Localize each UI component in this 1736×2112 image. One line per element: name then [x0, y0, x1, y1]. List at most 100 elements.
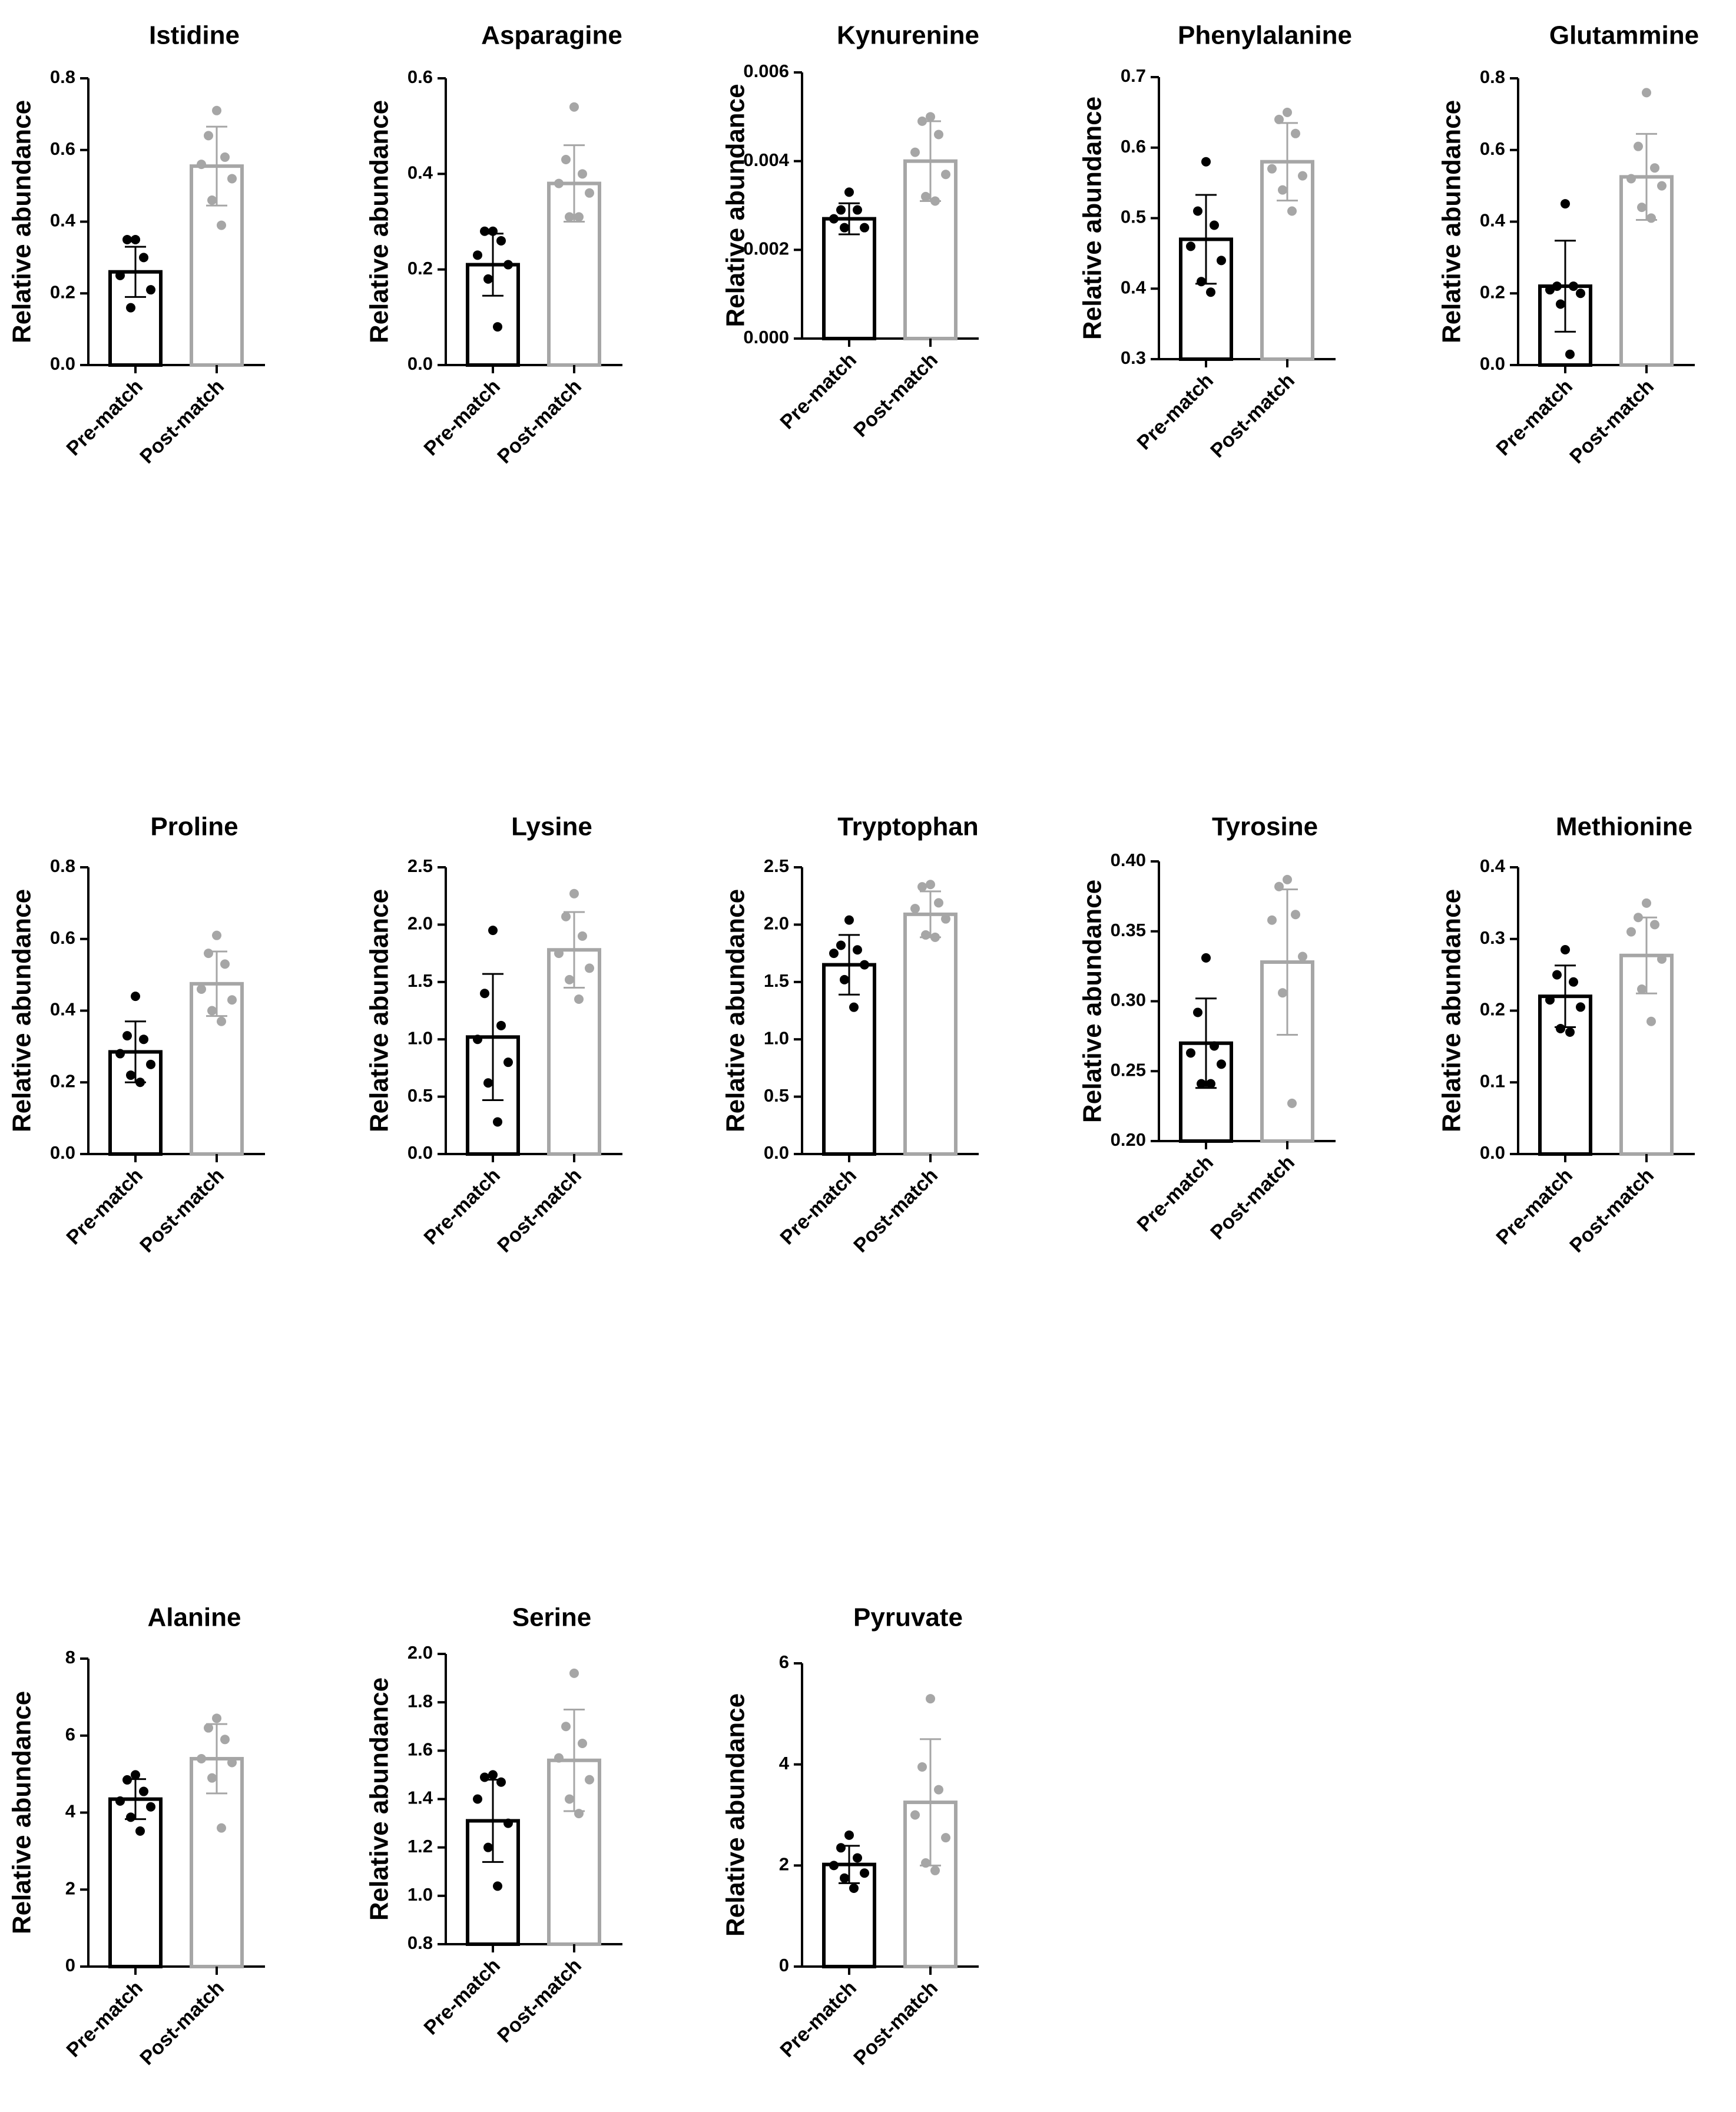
y-tick-label: 0.30 — [1111, 990, 1146, 1010]
x-category-label: Pre-match — [776, 349, 861, 433]
data-point — [917, 882, 927, 892]
data-point — [488, 226, 498, 236]
y-tick-label: 0.6 — [50, 138, 75, 159]
data-point — [496, 1020, 506, 1030]
data-point — [1287, 1098, 1297, 1108]
data-point — [493, 1881, 502, 1891]
data-point — [1565, 1027, 1575, 1037]
data-point — [1646, 1016, 1656, 1026]
chart-panel: Serine Relative abundance 0.8 1.0 1.2 1.4 1.6 1… — [365, 1603, 622, 2047]
data-point — [926, 1694, 935, 1704]
data-point — [910, 1810, 920, 1820]
data-point — [921, 930, 930, 940]
x-category-label: Pre-match — [420, 1954, 505, 2039]
y-tick-label: 0.006 — [743, 61, 789, 81]
data-point — [1642, 88, 1651, 98]
chart-title: Serine — [512, 1603, 592, 1632]
data-point — [146, 1802, 155, 1812]
data-point — [829, 214, 839, 224]
data-point — [910, 904, 920, 914]
data-point — [565, 974, 574, 984]
data-point — [1576, 289, 1585, 299]
bar-pre-match — [822, 217, 876, 340]
x-category-label: Pre-match — [62, 1977, 147, 2061]
x-category-label: Post-match — [1565, 375, 1658, 468]
data-point — [1186, 1048, 1195, 1058]
data-point — [207, 1006, 217, 1016]
data-point — [574, 1809, 584, 1819]
data-point — [1278, 988, 1287, 998]
data-point — [1561, 199, 1570, 209]
y-tick-label: 1.5 — [764, 970, 789, 991]
y-axis-label: Relative abundance — [365, 1677, 394, 1921]
data-point — [493, 322, 502, 332]
y-tick-label: 6 — [779, 1652, 789, 1672]
data-point — [844, 187, 854, 197]
data-point — [930, 932, 940, 942]
data-point — [1561, 945, 1570, 955]
y-tick-label: 0.7 — [1121, 65, 1146, 86]
x-category-label: Pre-match — [420, 375, 505, 460]
chart-title: Phenylalanine — [1178, 21, 1352, 50]
data-point — [849, 1883, 859, 1893]
data-point — [139, 1035, 148, 1045]
x-category-label: Pre-match — [1492, 375, 1577, 460]
y-tick-label: 0.2 — [50, 1070, 75, 1091]
data-point — [860, 1868, 869, 1878]
data-point — [1637, 203, 1646, 213]
y-axis-label: Relative abundance — [8, 889, 37, 1132]
chart-title: Proline — [150, 813, 238, 841]
chart-panel: Istidine Relative abundance 0.0 0.2 0.4 0.6 0.… — [8, 21, 265, 468]
x-category-label: Post-match — [493, 1954, 586, 2047]
x-category-label: Pre-match — [62, 1164, 147, 1249]
chart-title: Glutammine — [1549, 21, 1699, 50]
data-point — [1634, 141, 1643, 151]
chart-title: Tyrosine — [1212, 813, 1318, 841]
data-point — [934, 898, 943, 908]
y-tick-label: 0.002 — [743, 238, 789, 259]
data-point — [227, 995, 237, 1005]
y-tick-label: 1.4 — [408, 1788, 433, 1808]
y-tick-label: 0.4 — [408, 163, 433, 183]
data-point — [1210, 220, 1219, 230]
data-point — [1552, 281, 1562, 291]
data-point — [1274, 114, 1284, 124]
data-point — [829, 949, 839, 959]
x-category-label: Post-match — [135, 375, 228, 468]
y-axis-label: Relative abundance — [8, 100, 37, 343]
y-tick-label: 0.004 — [743, 150, 789, 170]
data-point — [197, 160, 206, 170]
y-axis-label: Relative abundance — [721, 889, 750, 1132]
data-point — [126, 1812, 135, 1822]
y-axis-label: Relative abundance — [721, 84, 750, 327]
data-point — [1565, 349, 1575, 359]
data-point — [926, 880, 935, 890]
data-point — [561, 1722, 571, 1732]
data-point — [217, 220, 226, 230]
y-tick-label: 2 — [779, 1854, 789, 1875]
y-tick-label: 0.25 — [1111, 1059, 1146, 1080]
chart-panel: Pyruvate Relative abundance 0 2 4 6 Pre-matchP… — [721, 1603, 979, 2070]
data-point — [1650, 920, 1659, 930]
y-tick-label: 0.0 — [50, 353, 75, 374]
data-point — [853, 945, 862, 955]
y-tick-label: 0.3 — [1480, 927, 1505, 948]
data-point — [565, 1794, 574, 1804]
y-tick-label: 2.5 — [764, 856, 789, 876]
data-point — [1193, 206, 1202, 216]
data-point — [569, 1668, 579, 1678]
chart-title: Alanine — [148, 1603, 241, 1632]
y-tick-label: 0.8 — [50, 856, 75, 876]
chart-panel: Lysine Relative abundance 0.0 0.5 1.0 1.5 2.0 2… — [365, 813, 622, 1257]
y-tick-label: 0.8 — [1480, 67, 1505, 87]
data-point — [1626, 174, 1636, 184]
chart-title: Methionine — [1556, 813, 1692, 841]
data-point — [488, 1770, 498, 1780]
chart-title: Tryptophan — [837, 813, 979, 841]
data-point — [930, 196, 940, 206]
data-point — [836, 205, 846, 215]
data-point — [220, 152, 230, 162]
data-point — [585, 1775, 594, 1785]
